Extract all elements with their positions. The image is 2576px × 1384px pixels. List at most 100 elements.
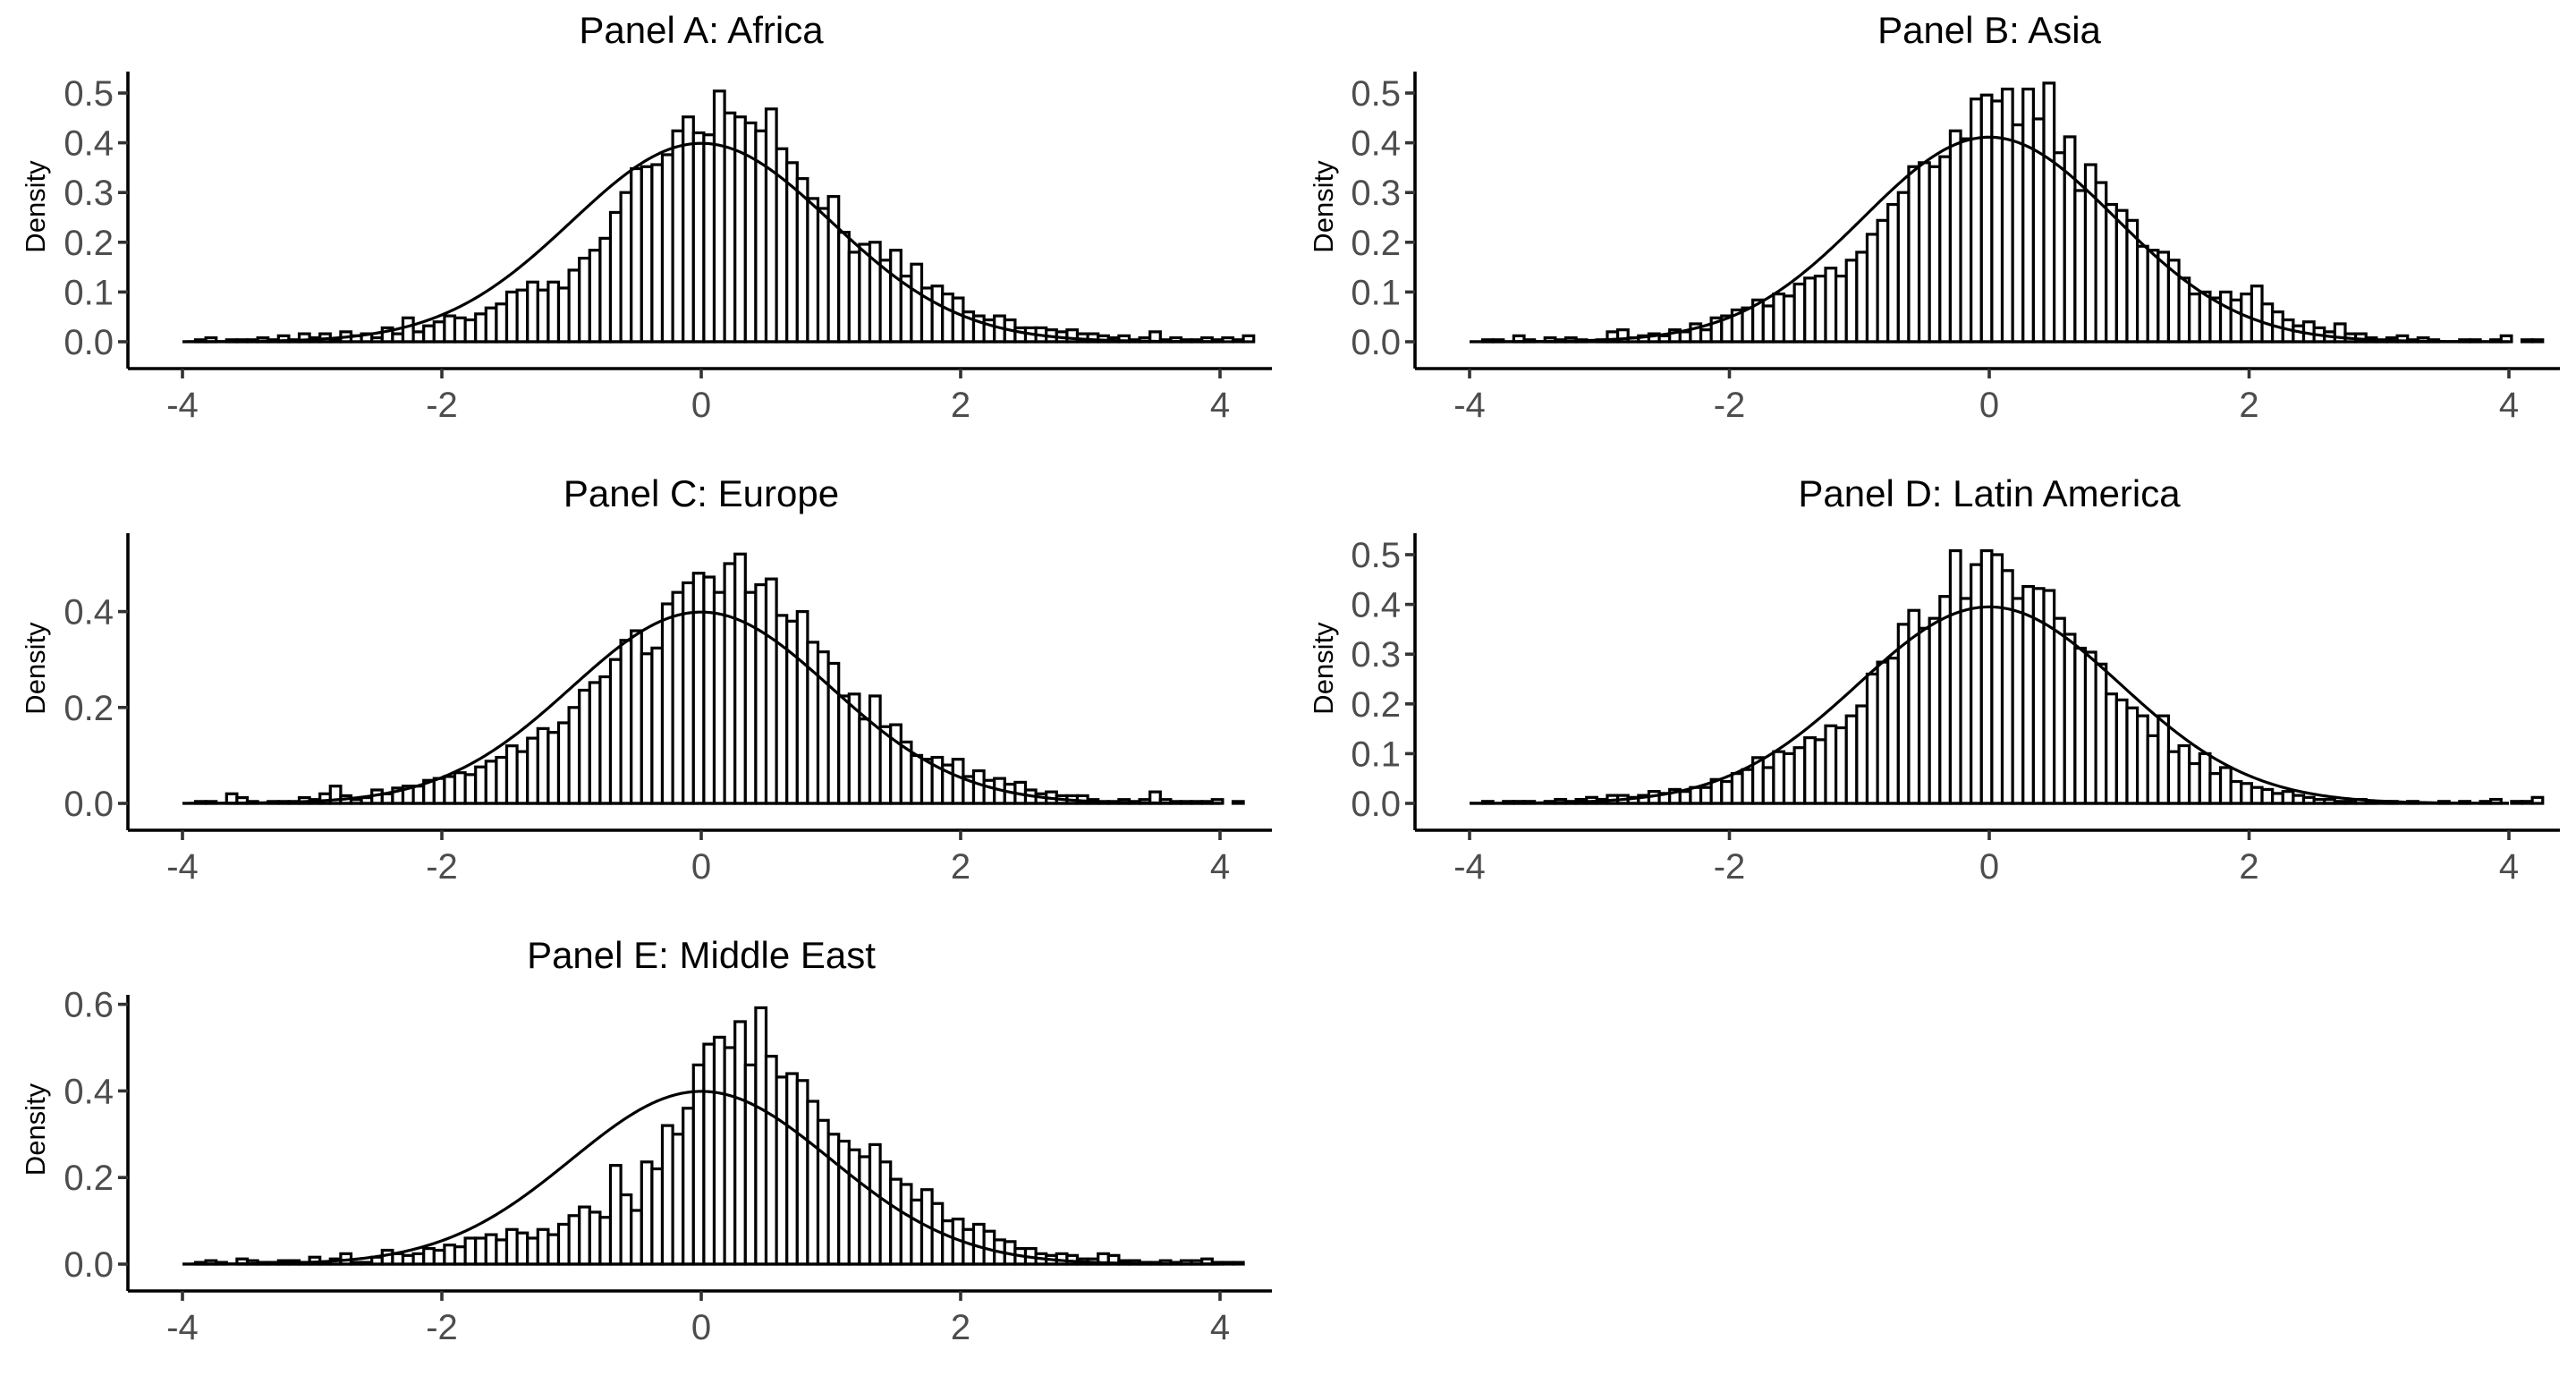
histogram-bar [1241, 334, 1256, 344]
histogram-bar [2000, 87, 2014, 344]
histogram-bar [1917, 161, 1931, 344]
x-tick-label: 0 [691, 1308, 711, 1347]
histogram-bar [578, 256, 591, 344]
histogram-bar [1678, 330, 1692, 344]
histogram-bar [578, 688, 591, 805]
histogram-bar [1959, 597, 1973, 805]
histogram-bar [712, 89, 726, 344]
histogram-bar [919, 758, 934, 805]
histogram-bar [2177, 276, 2191, 344]
histogram-bar [2105, 202, 2118, 344]
histogram-bar [889, 1177, 902, 1266]
y-axis-label: Density [1308, 622, 1339, 715]
histogram-bar [556, 286, 571, 344]
histogram-bar [795, 609, 809, 805]
histogram-bar [1990, 553, 2004, 805]
histogram-bar [536, 1227, 550, 1266]
histogram-bar [702, 133, 716, 344]
histogram-bar [411, 330, 426, 344]
histogram-bar [671, 1133, 685, 1266]
histogram-bar [951, 758, 965, 805]
histogram-bar [630, 629, 643, 805]
panel-title: Panel D: Latin America [1798, 472, 2181, 514]
histogram-bar [941, 1218, 954, 1266]
histogram-bar [2250, 284, 2264, 344]
histogram-bar [671, 129, 685, 344]
histogram-bar [608, 1164, 623, 1266]
histogram-bar [650, 163, 665, 344]
y-tick-label: 0.3 [1351, 635, 1401, 675]
panel-title: Panel E: Middle East [527, 934, 876, 976]
histogram-bar [1741, 306, 1755, 344]
histogram-bar [598, 675, 613, 805]
histogram-bar [712, 1035, 726, 1266]
histogram-bar [1803, 276, 1817, 344]
histogram-bar [826, 195, 841, 344]
histogram-bar [660, 1124, 674, 1266]
panel-1: Panel A: Africa Density 0.0 0.1 0.2 0.3 0.4 0.5… [20, 9, 1272, 425]
x-tick-label: -2 [1714, 847, 1746, 887]
histogram-bar [1231, 1261, 1245, 1266]
y-tick-label: 0.5 [64, 74, 114, 114]
histogram-bar [2530, 338, 2545, 344]
histogram-bar [1928, 165, 1942, 344]
histogram-bar [2198, 751, 2212, 805]
histogram-bar [2042, 589, 2056, 805]
x-tick-label: -4 [1453, 386, 1486, 425]
histogram-bar [1855, 250, 1869, 344]
panel-title: Panel A: Africa [579, 9, 824, 51]
histogram-bar [795, 1079, 809, 1266]
panel-3: Panel C: Europe Density 0.0 0.2 0.4 -4 -2 0 2 4 [20, 472, 1272, 887]
histogram-bar [1979, 93, 1994, 344]
histogram-bar [785, 619, 799, 805]
histogram-bar [2198, 290, 2212, 344]
histogram-bar [474, 765, 487, 805]
histogram-bar [1896, 191, 1911, 344]
histogram-bar [806, 1100, 820, 1266]
histogram-bar [432, 320, 446, 344]
histogram-bar [547, 280, 561, 344]
histogram-bar [2208, 772, 2223, 805]
histogram-bar [889, 249, 902, 344]
histogram-bar [2166, 750, 2181, 805]
histogram-bar [2021, 584, 2035, 805]
y-tick-label: 0.4 [64, 593, 114, 633]
histogram-bar [806, 197, 820, 344]
histogram-bar [764, 107, 778, 344]
histogram-bar [682, 1107, 695, 1266]
histogram-bar [785, 1072, 799, 1266]
histogram-bar [1699, 328, 1713, 344]
y-tick-label: 0.5 [1351, 74, 1401, 114]
histogram-bar [2208, 296, 2223, 344]
histogram-bar [2105, 692, 2118, 805]
histogram-bar [775, 1075, 789, 1266]
panel-2: Panel B: Asia Density 0.0 0.1 0.2 0.3 0.4 0.5 -4… [1308, 9, 2560, 425]
histogram-bar [2053, 151, 2066, 344]
histogram-bar [1221, 1261, 1235, 1266]
histogram-bar [2000, 569, 2014, 805]
histogram-bar [2188, 293, 2201, 344]
histogram-bar [1741, 768, 1755, 805]
x-tick-label: 0 [1979, 847, 1999, 887]
y-axis-label: Density [20, 160, 51, 253]
x-tick-label: -4 [1453, 847, 1486, 887]
histogram-bar [1782, 751, 1796, 805]
y-tick-label: 0.4 [64, 124, 114, 164]
histogram-bar [826, 661, 841, 805]
histogram-bar [2073, 646, 2088, 805]
histogram-bar [1231, 800, 1245, 805]
normal-density-curve [182, 141, 1221, 344]
y-tick-label: 0.4 [1351, 586, 1401, 625]
histogram-bar [526, 736, 539, 805]
histogram-bar [1835, 275, 1848, 344]
histogram-bar [1855, 704, 1869, 805]
histogram-bar [547, 731, 561, 805]
histogram-bar [1844, 714, 1859, 805]
bars [193, 1006, 1245, 1266]
histogram-bar [847, 250, 861, 344]
histogram-bar [463, 773, 478, 805]
histogram-bar [1835, 726, 1848, 805]
histogram-bar [2520, 800, 2534, 805]
histogram-bar [608, 658, 623, 805]
histogram-bar [1803, 736, 1817, 805]
